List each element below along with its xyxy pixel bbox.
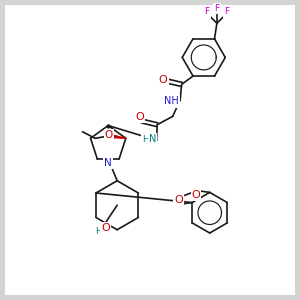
Text: N: N <box>149 134 156 144</box>
Polygon shape <box>109 134 126 138</box>
Text: O: O <box>101 223 110 233</box>
FancyBboxPatch shape <box>5 5 295 295</box>
Text: F: F <box>224 8 229 16</box>
Text: F: F <box>205 8 210 16</box>
Text: O: O <box>174 195 183 205</box>
Text: N: N <box>104 158 112 168</box>
Text: O: O <box>105 130 113 140</box>
Text: H: H <box>95 227 102 236</box>
Text: O: O <box>159 75 167 85</box>
Text: H: H <box>142 135 148 144</box>
Text: F: F <box>214 4 220 13</box>
Text: O: O <box>192 190 200 200</box>
Text: O: O <box>136 112 144 122</box>
Text: NH: NH <box>164 96 178 106</box>
